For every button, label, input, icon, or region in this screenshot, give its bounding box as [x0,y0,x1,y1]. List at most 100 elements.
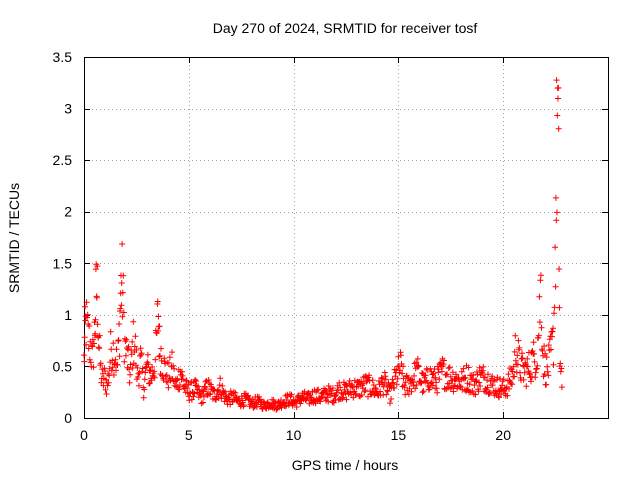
data-point [113,367,119,374]
data-point [552,283,559,290]
data-point [147,367,154,374]
x-tick-label: 15 [391,427,407,443]
y-tick-label: 1 [64,307,72,323]
data-point [139,365,146,372]
data-point [545,372,552,379]
data-point [553,217,560,224]
data-point [174,375,181,382]
data-point [149,364,156,370]
data-point [341,386,348,393]
data-point [541,371,548,378]
data-point [514,352,521,359]
data-point [515,337,522,344]
data-point [94,263,101,270]
data-point [415,363,422,370]
data-point [86,356,93,363]
data-point [554,112,561,119]
data-point [485,371,491,378]
data-point [270,397,277,403]
data-point [445,365,452,372]
data-point [119,313,126,320]
data-point [110,340,117,347]
data-point [325,398,332,405]
data-point [166,354,173,361]
data-point [162,373,169,380]
data-point [201,393,207,400]
data-point [420,388,427,395]
data-point [141,376,148,383]
data-point [283,397,290,403]
y-tick-label: 0.5 [53,358,73,374]
data-point [426,384,433,391]
data-point [550,325,556,332]
data-point [350,394,357,401]
data-point [82,303,88,310]
data-point [328,390,335,397]
data-point [553,77,560,84]
data-point [135,370,142,377]
data-point [156,323,163,330]
data-point [132,333,139,340]
data-point [487,389,494,396]
data-point [366,372,373,379]
data-point [413,359,420,366]
data-point [197,392,204,399]
data-point [115,337,122,344]
data-point [293,404,300,410]
data-point [125,343,132,350]
data-point [97,360,104,367]
data-point [165,360,172,366]
data-point [435,366,442,373]
data-point [512,332,519,339]
data-point [112,356,119,363]
data-point [548,333,555,340]
grid-lines [84,57,608,418]
data-point [352,390,359,397]
data-point [519,355,526,362]
data-point [123,336,130,343]
data-point [474,371,481,378]
data-point [329,385,336,392]
data-point [547,346,554,353]
data-point [154,298,161,305]
data-point [113,346,120,353]
data-point [556,304,563,311]
data-point [550,361,557,368]
data-point [264,399,271,406]
data-point [365,393,371,400]
data-point [466,381,473,388]
data-point [541,343,548,350]
data-point [129,338,136,345]
data-point [138,350,145,357]
data-point [489,373,496,380]
data-point [362,387,369,394]
data-point [176,382,183,388]
data-point [465,364,472,371]
data-point [180,376,186,383]
data-point [509,368,516,375]
data-point [158,345,164,352]
data-point [380,383,387,390]
data-point [151,368,158,375]
data-point [509,381,516,388]
data-point [81,352,87,359]
data-point [190,393,197,400]
data-point [336,379,343,386]
x-tick-labels: 0 5 10 15 20 [80,427,511,443]
data-point [195,383,202,390]
data-point [511,348,518,355]
data-point [199,399,206,406]
data-point [555,125,562,132]
data-point [518,355,525,362]
y-tick-label: 3.5 [53,49,73,65]
data-point [157,352,163,359]
data-point [107,328,114,335]
data-point [391,366,398,373]
x-tick-label: 20 [495,427,511,443]
data-point [83,299,90,306]
data-point [557,368,564,375]
data-point [278,404,285,411]
data-point [542,350,549,357]
data-point [170,362,177,369]
data-point [353,391,359,398]
